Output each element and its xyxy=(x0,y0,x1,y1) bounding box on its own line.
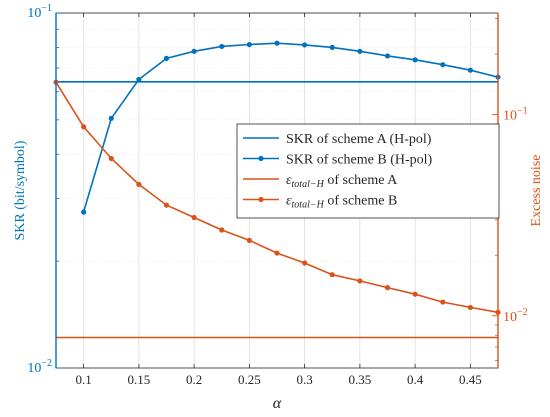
series-4-point xyxy=(412,291,418,297)
series-2-point xyxy=(329,44,335,51)
series-2-point xyxy=(191,48,197,54)
series-4-point xyxy=(81,124,87,130)
series-4-point xyxy=(357,278,363,284)
x-tick-label: 0.4 xyxy=(407,372,424,387)
legend-label-3: εtotal−H of scheme A xyxy=(286,173,398,190)
series-2-point xyxy=(467,67,473,73)
series-4-point xyxy=(219,227,225,233)
series-2-point xyxy=(440,62,446,68)
x-tick-label: 0.35 xyxy=(349,372,372,387)
left-tick-label: 10−1 xyxy=(27,3,52,21)
legend-box xyxy=(236,123,500,219)
series-2-point xyxy=(81,209,87,215)
series-2-point xyxy=(246,41,252,48)
x-tick-label: 0.2 xyxy=(186,372,202,387)
series-4-point xyxy=(246,237,252,243)
left-tick-label: 10−2 xyxy=(27,358,52,376)
x-tick-label: 0.45 xyxy=(459,372,482,387)
series-2-point xyxy=(274,40,280,46)
series-4-point xyxy=(163,202,170,208)
axes-group: 0.1 0.15 0.2 0.25 0.3 0.35 0.4 0.45 α 10−1 10−2 SKR… xyxy=(13,3,544,412)
series-4-point xyxy=(136,181,142,187)
series-4-point xyxy=(440,299,446,305)
series-2-point xyxy=(384,53,391,59)
x-axis-label: α xyxy=(273,395,282,412)
legend-label-2: SKR of scheme B (H-pol) xyxy=(286,153,433,168)
series-4-point xyxy=(384,285,391,291)
x-tick-label: 0.1 xyxy=(76,372,92,387)
series-4-point xyxy=(302,260,308,266)
x-tick-label: 0.25 xyxy=(238,372,261,387)
right-axis-label: Excess noise xyxy=(529,155,544,227)
legend-label-1: SKR of scheme A (H-pol) xyxy=(286,132,432,147)
series-4-point xyxy=(329,272,335,278)
series-2-point xyxy=(136,76,142,83)
series-2-point xyxy=(357,48,363,54)
left-axis-label: SKR (bit/symbol) xyxy=(13,140,28,240)
series-4-point xyxy=(191,214,197,221)
series-2-point xyxy=(412,57,418,63)
right-tick-label: 10−1 xyxy=(503,106,528,124)
series-2-point xyxy=(219,43,225,50)
series-2-point xyxy=(108,115,114,121)
series-line-2 xyxy=(82,42,499,213)
series-4-point xyxy=(108,155,114,162)
x-tick-label: 0.15 xyxy=(128,372,151,387)
series-4-point xyxy=(274,250,280,256)
legend-label-4: εtotal−H of scheme B xyxy=(286,194,397,211)
legend-marker-4 xyxy=(258,196,264,203)
series-2-point xyxy=(163,55,170,61)
x-tick-label: 0.3 xyxy=(297,372,313,387)
right-tick-label: 10−2 xyxy=(503,307,528,325)
legend: SKR of scheme A (H-pol) SKR of scheme B (… xyxy=(236,123,500,219)
series-4-point xyxy=(467,304,473,311)
series-2-point xyxy=(302,42,308,48)
legend-marker-2 xyxy=(258,155,264,162)
series-group xyxy=(53,40,501,339)
